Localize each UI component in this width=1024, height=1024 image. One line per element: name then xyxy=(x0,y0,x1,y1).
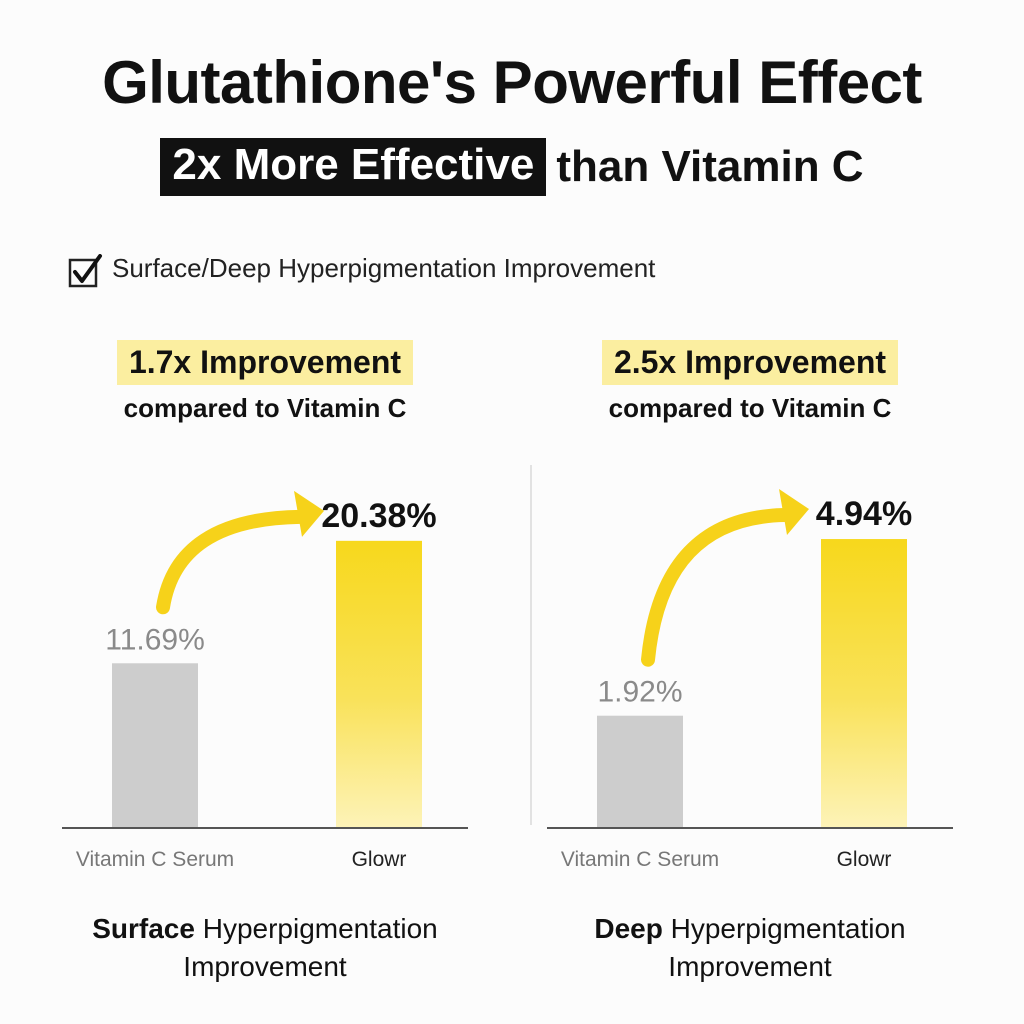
category-label: Glowr xyxy=(837,848,892,871)
compare-label: compared to Vitamin C xyxy=(123,393,407,423)
criterion-label: Surface/Deep Hyperpigmentation Improveme… xyxy=(112,253,656,283)
headline-surface: 1.7x Improvement compared to Vitamin C xyxy=(30,340,500,424)
subtitle-rest: than Vitamin C xyxy=(556,142,864,191)
chart-surface: 11.69% Vitamin C Serum 20.38% Glowr xyxy=(62,490,468,871)
compare-label: compared to Vitamin C xyxy=(608,393,892,423)
value-label: 11.69% xyxy=(105,623,205,656)
checkbox-checked-icon xyxy=(68,253,102,287)
subtitle: 2x More Effective than Vitamin C xyxy=(0,138,1024,196)
footer-line2: Improvement xyxy=(668,950,832,982)
bar-vitamin-c xyxy=(112,663,198,828)
footer-surface: Surface Hyperpigmentation Improvement xyxy=(30,910,500,986)
criterion-row: Surface/Deep Hyperpigmentation Improveme… xyxy=(68,253,656,287)
ratio-label: 2.5x Improvement xyxy=(601,340,899,385)
value-label: 1.92% xyxy=(597,676,682,709)
chart-panel-deep: 2.5x Improvement compared to Vitamin C 1… xyxy=(515,340,985,1000)
value-label: 20.38% xyxy=(321,497,436,535)
footer-bold: Deep xyxy=(594,913,663,944)
footer-rest: Hyperpigmentation xyxy=(202,913,438,944)
chart-panel-surface: 1.7x Improvement compared to Vitamin C 1… xyxy=(30,340,500,1000)
ratio-label: 1.7x Improvement xyxy=(116,340,414,385)
page-title: Glutathione's Powerful Effect xyxy=(102,49,922,116)
footer-rest: Hyperpigmentation xyxy=(670,913,906,944)
arrow-head-icon xyxy=(779,489,809,536)
value-label: 4.94% xyxy=(816,495,912,533)
bar-glowr xyxy=(336,540,422,828)
panel-divider xyxy=(530,465,532,825)
bar-vitamin-c xyxy=(597,715,683,828)
category-label: Glowr xyxy=(352,848,407,871)
footer-deep: Deep Hyperpigmentation Improvement xyxy=(515,910,985,986)
arrow-head-icon xyxy=(294,490,324,537)
category-label: Vitamin C Serum xyxy=(561,848,719,871)
footer-line2: Improvement xyxy=(183,950,347,982)
bar-glowr xyxy=(821,539,907,828)
category-label: Vitamin C Serum xyxy=(76,848,234,871)
chart-deep: 1.92% Vitamin C Serum 4.94% Glowr xyxy=(547,489,953,871)
headline-deep: 2.5x Improvement compared to Vitamin C xyxy=(515,340,985,424)
improvement-arrow xyxy=(156,509,307,615)
subtitle-highlight: 2x More Effective xyxy=(160,138,547,196)
improvement-arrow xyxy=(641,508,792,667)
footer-bold: Surface xyxy=(92,913,195,944)
